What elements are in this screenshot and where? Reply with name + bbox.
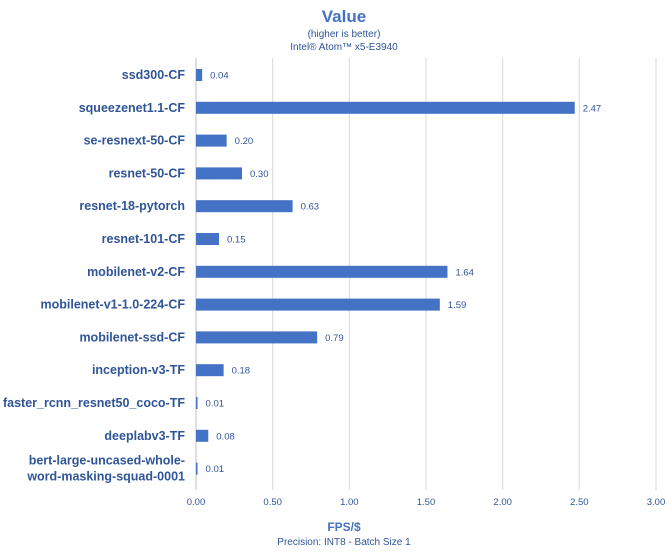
bar [196, 167, 242, 180]
x-tick-label: 0.00 [187, 497, 206, 508]
chart-subtitle-line-2: Intel® Atom™ x5-E3940 [290, 42, 398, 53]
x-tick-label: 1.50 [417, 497, 436, 508]
data-label: 0.20 [235, 136, 254, 147]
x-tick-label: 1.00 [340, 497, 359, 508]
x-axis-subtitle: Precision: INT8 - Batch Size 1 [277, 537, 411, 548]
value-labels: 0.04 2.47 0.20 0.30 0.63 0.15 1.64 1.59 0.79 0.18… [206, 71, 602, 476]
bar [196, 101, 575, 114]
data-label: 0.01 [206, 399, 225, 410]
x-axis-title: FPS/$ [327, 520, 361, 534]
bar [196, 331, 318, 344]
category-label: faster_rcnn_resnet50_coco-TF [3, 396, 185, 410]
data-label: 0.15 [227, 235, 246, 246]
data-label: 1.64 [455, 267, 474, 278]
bar [196, 364, 224, 377]
data-label: 0.18 [232, 366, 251, 377]
data-label: 0.79 [325, 333, 344, 344]
data-label: 1.59 [448, 300, 467, 311]
category-label: mobilenet-v2-CF [87, 265, 185, 279]
data-label: 0.30 [250, 169, 269, 180]
category-label: resnet-18-pytorch [79, 199, 185, 213]
category-label: mobilenet-v1-1.0-224-CF [41, 298, 186, 312]
bar [196, 462, 198, 475]
bar [196, 134, 227, 147]
x-tick-label: 0.50 [263, 497, 282, 508]
x-tick-label: 3.00 [647, 497, 666, 508]
chart-subtitle-line-1: (higher is better) [308, 29, 381, 40]
bar [196, 429, 209, 442]
data-label: 2.47 [583, 103, 602, 114]
x-tick-label: 2.50 [570, 497, 589, 508]
category-label: ssd300-CF [122, 68, 186, 82]
category-label: se-resnext-50-CF [84, 134, 186, 148]
bar [196, 233, 219, 245]
data-label: 0.08 [216, 431, 235, 442]
category-labels: ssd300-CF squeezenet1.1-CF se-resnext-50-C… [3, 68, 185, 484]
data-label: 0.01 [206, 464, 225, 475]
category-label: bert-large-uncased-whole- [29, 454, 185, 468]
data-label: 0.04 [210, 71, 229, 82]
x-tick-labels: 0.00 0.50 1.00 1.50 2.00 2.50 3.00 [187, 497, 666, 508]
category-label: deeplabv3-TF [104, 429, 185, 443]
bar [196, 69, 203, 81]
category-label: word-masking-squad-0001 [26, 470, 185, 484]
bars [196, 69, 575, 475]
bar [196, 200, 293, 213]
x-tick-label: 2.00 [493, 497, 512, 508]
bar [196, 298, 440, 311]
category-label: squeezenet1.1-CF [79, 101, 186, 115]
bar [196, 265, 448, 278]
category-label: inception-v3-TF [92, 363, 185, 377]
data-label: 0.63 [301, 202, 320, 213]
bar [196, 397, 198, 409]
category-label: resnet-101-CF [102, 232, 186, 246]
category-label: mobilenet-ssd-CF [79, 330, 185, 344]
category-label: resnet-50-CF [109, 166, 186, 180]
chart-title: Value [322, 7, 366, 26]
